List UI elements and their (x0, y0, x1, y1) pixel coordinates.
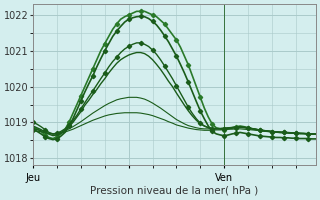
X-axis label: Pression niveau de la mer( hPa ): Pression niveau de la mer( hPa ) (90, 186, 259, 196)
